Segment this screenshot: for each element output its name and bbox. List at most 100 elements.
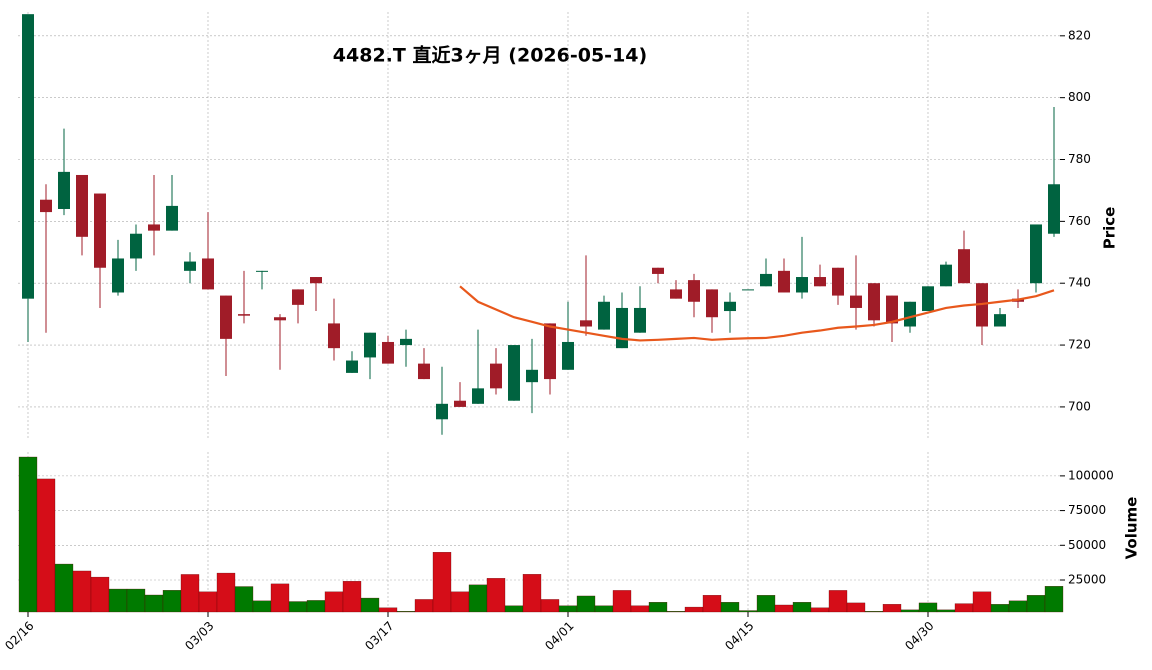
candle-body: [652, 267, 664, 274]
volume-bar: [1044, 586, 1064, 613]
candle-body: [724, 301, 736, 312]
candle-body: [778, 270, 790, 293]
volume-bar: [396, 611, 416, 613]
candle-body: [256, 270, 268, 272]
volume-bar: [594, 605, 614, 613]
volume-bar: [918, 602, 938, 613]
candle-body: [382, 341, 394, 364]
y-tick-label: 760: [1068, 214, 1091, 228]
candle-body: [400, 338, 412, 346]
volume-bar: [828, 590, 848, 613]
candle-body: [166, 205, 178, 231]
candle-body: [472, 388, 484, 404]
volume-bar: [684, 606, 704, 613]
moving-average: [459, 285, 1055, 342]
candle-body: [202, 258, 214, 290]
volume-bar: [954, 603, 974, 613]
candle-body: [940, 264, 952, 287]
candle-body: [346, 360, 358, 373]
chart-title: 4482.T 直近3ヶ月 (2026-05-14): [333, 44, 647, 67]
candle-body: [148, 224, 160, 231]
volume-bar: [306, 600, 326, 613]
volume-bar: [774, 604, 794, 613]
volume-bar: [450, 591, 470, 613]
candle-body: [40, 199, 52, 213]
candle-body: [76, 174, 88, 237]
volume-bar: [936, 609, 956, 613]
volume-bar: [630, 605, 650, 613]
volume-bar: [360, 597, 380, 613]
volume-bar: [108, 588, 128, 613]
candle-body: [1030, 224, 1042, 284]
candle-body: [454, 400, 466, 407]
volume-bar: [468, 584, 488, 613]
candle-body: [544, 323, 556, 380]
candle-body: [796, 277, 808, 293]
x-tick-label: 04/15: [722, 619, 756, 653]
y-tick-label: 75000: [1068, 503, 1106, 517]
candle-body: [598, 301, 610, 330]
volume-bar: [486, 578, 506, 613]
volume-bar: [990, 604, 1010, 613]
candle-body: [328, 323, 340, 349]
y-tick-label: 720: [1068, 338, 1091, 352]
candle-body: [994, 314, 1006, 327]
volume-bar: [702, 595, 722, 613]
volume-bar: [414, 599, 434, 613]
y-tick-label: 820: [1068, 28, 1091, 42]
candle-body: [364, 332, 376, 358]
y-tick-label: 800: [1068, 90, 1091, 104]
candle-body: [904, 301, 916, 327]
volume-bar: [522, 574, 542, 613]
candle-body: [292, 289, 304, 305]
volume-bar: [1026, 595, 1046, 613]
candle-body: [490, 363, 502, 389]
y-tick-label: 100000: [1068, 468, 1114, 482]
volume-bar: [1008, 600, 1028, 613]
candle-body: [58, 171, 70, 209]
volume-bar: [558, 605, 578, 613]
candle-body: [616, 307, 628, 349]
volume-bar: [90, 576, 110, 613]
y-tick-label: 25000: [1068, 573, 1106, 587]
candle-body: [184, 261, 196, 271]
candle-body: [832, 267, 844, 296]
volume-bar: [864, 611, 884, 613]
y-tick-label: 50000: [1068, 538, 1106, 552]
volume-bar: [126, 588, 146, 613]
candle-body: [130, 233, 142, 259]
volume-bar: [180, 574, 200, 613]
volume-bar: [324, 591, 344, 613]
candle-body: [580, 320, 592, 327]
volume-bar: [72, 570, 92, 613]
candle-body: [562, 341, 574, 370]
candle-body: [220, 295, 232, 339]
candle-body: [814, 277, 826, 287]
volume-bar: [162, 590, 182, 613]
volume-bar: [666, 611, 686, 613]
volume-bar: [198, 591, 218, 613]
volume-bar: [612, 590, 632, 613]
candle-body: [526, 369, 538, 383]
candle-body: [742, 289, 754, 291]
candle-body: [112, 258, 124, 293]
x-tick-label: 04/30: [902, 619, 936, 653]
volume-bar: [810, 607, 830, 613]
candle-body: [868, 283, 880, 321]
candle-body: [94, 193, 106, 268]
candle-body: [760, 273, 772, 287]
candle-body: [310, 277, 322, 284]
volume-bar: [540, 599, 560, 613]
y-tick-label: 740: [1068, 276, 1091, 290]
volume-bar: [504, 605, 524, 613]
candle-body: [706, 289, 718, 318]
volume-bar: [54, 563, 74, 613]
y-tick-label: 780: [1068, 152, 1091, 166]
volume-bar: [882, 604, 902, 613]
volume-bar: [846, 602, 866, 613]
volume-bar: [288, 601, 308, 613]
x-tick-label: 04/01: [542, 619, 576, 653]
candle-body: [958, 249, 970, 284]
